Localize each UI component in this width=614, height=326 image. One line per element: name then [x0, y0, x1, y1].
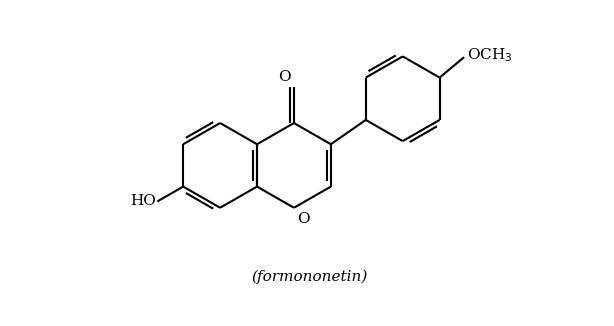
Text: (formononetin): (formononetin)	[251, 270, 367, 284]
Text: OCH$_3$: OCH$_3$	[467, 47, 513, 65]
Text: O: O	[297, 212, 309, 226]
Text: O: O	[278, 70, 291, 84]
Text: HO: HO	[130, 194, 156, 208]
